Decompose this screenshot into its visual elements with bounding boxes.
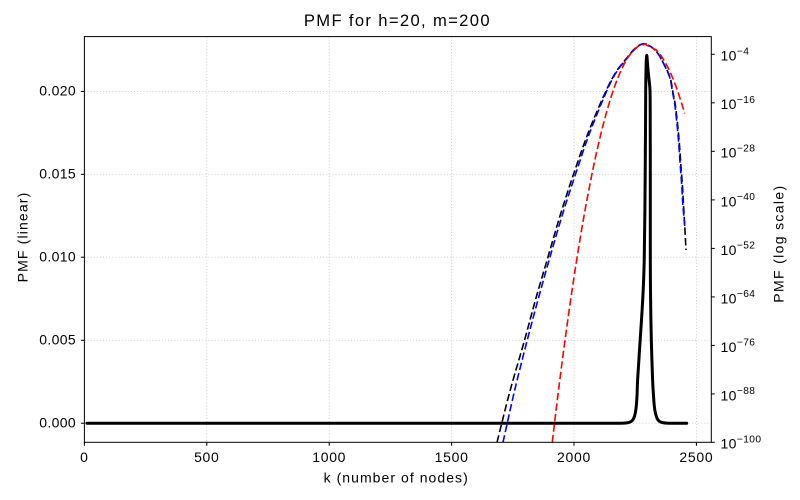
svg-text:2500: 2500 (679, 449, 713, 465)
svg-text:0.005: 0.005 (39, 332, 76, 348)
svg-text:2000: 2000 (557, 449, 591, 465)
svg-text:0.020: 0.020 (39, 83, 76, 99)
svg-text:0: 0 (80, 449, 89, 465)
svg-text:1000: 1000 (312, 449, 346, 465)
svg-text:1500: 1500 (435, 449, 469, 465)
svg-text:0.000: 0.000 (39, 415, 76, 431)
svg-text:k (number of nodes): k (number of nodes) (324, 470, 469, 486)
svg-text:PMF (log scale): PMF (log scale) (771, 184, 787, 302)
svg-text:0.010: 0.010 (39, 249, 76, 265)
svg-text:0.015: 0.015 (39, 166, 76, 182)
svg-text:500: 500 (194, 449, 219, 465)
svg-text:PMF for h=20, m=200: PMF for h=20, m=200 (304, 11, 491, 30)
svg-text:PMF (linear): PMF (linear) (15, 192, 31, 283)
